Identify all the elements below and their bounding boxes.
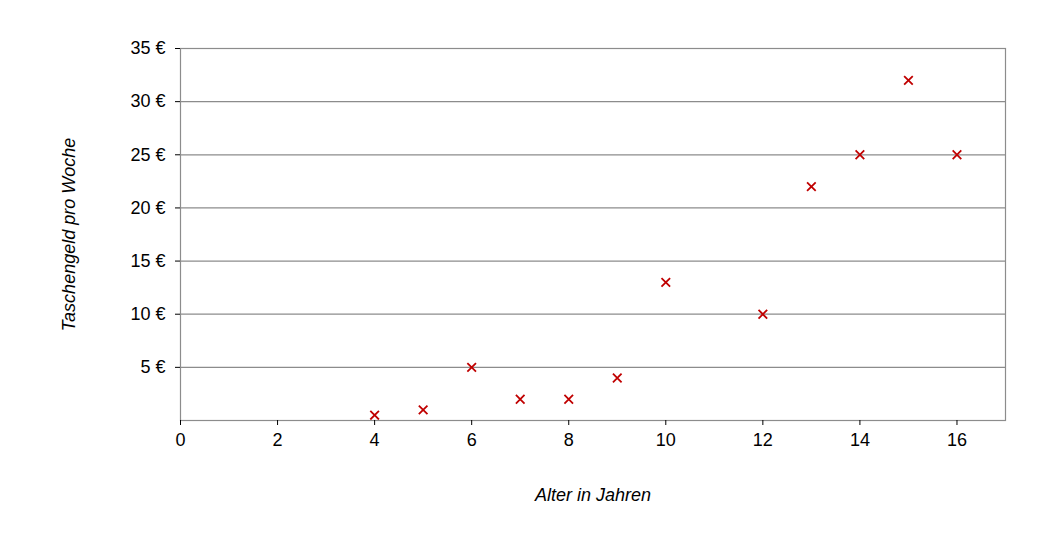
svg-text:16: 16 xyxy=(947,430,967,450)
svg-text:10: 10 xyxy=(656,430,676,450)
svg-text:14: 14 xyxy=(850,430,870,450)
svg-text:4: 4 xyxy=(370,430,380,450)
svg-text:35 €: 35 € xyxy=(130,38,165,58)
svg-text:20 €: 20 € xyxy=(130,198,165,218)
svg-text:12: 12 xyxy=(753,430,773,450)
svg-text:0: 0 xyxy=(175,430,185,450)
svg-text:30 €: 30 € xyxy=(130,91,165,111)
svg-text:25 €: 25 € xyxy=(130,145,165,165)
svg-text:Taschengeld pro Woche: Taschengeld pro Woche xyxy=(59,138,79,331)
svg-text:2: 2 xyxy=(273,430,283,450)
svg-text:15 €: 15 € xyxy=(130,251,165,271)
svg-text:10 €: 10 € xyxy=(130,304,165,324)
svg-text:5 €: 5 € xyxy=(140,357,165,377)
svg-text:8: 8 xyxy=(564,430,574,450)
svg-text:Alter in Jahren: Alter in Jahren xyxy=(534,485,651,505)
svg-text:6: 6 xyxy=(467,430,477,450)
